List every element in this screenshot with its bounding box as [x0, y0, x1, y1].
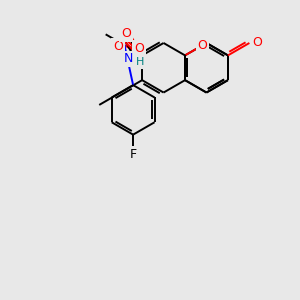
- Text: O: O: [198, 40, 207, 52]
- Text: O: O: [113, 40, 123, 53]
- Text: O: O: [134, 42, 144, 55]
- Text: H: H: [136, 57, 144, 67]
- Text: F: F: [130, 148, 137, 161]
- Text: O: O: [121, 27, 131, 40]
- Text: N: N: [124, 52, 134, 65]
- Text: O: O: [252, 37, 262, 50]
